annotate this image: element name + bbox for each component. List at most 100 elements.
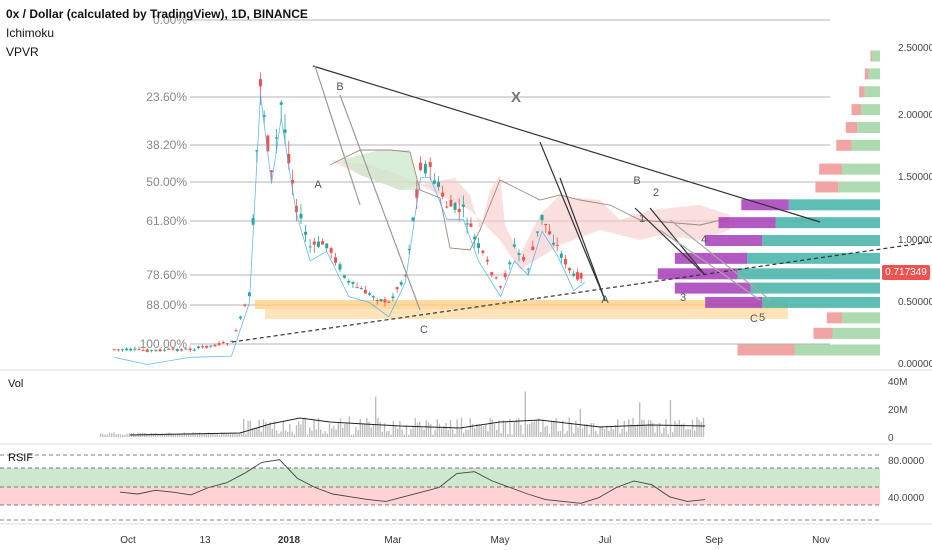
wave-label: 2 [653,187,659,199]
wave-label: B [336,81,343,93]
volume-bar [181,434,183,437]
volume-bar [170,433,172,437]
vp-bar-up [857,121,880,133]
volume-bar [227,433,229,437]
volume-bar [260,431,262,437]
volume-bar [507,434,509,437]
candle-body [334,257,338,263]
volume-bar [346,422,348,437]
volume-bar [498,420,500,437]
candle-body [347,280,351,283]
candle-body [145,349,149,352]
vp-bar-up [842,163,880,175]
volume-bar [513,421,515,437]
volume-bar [229,432,232,437]
vp-bar-down [705,235,763,246]
volume-bar [377,417,379,437]
trend-lines [231,65,931,343]
volume-bar [434,430,436,437]
volume-bar [601,426,603,437]
candle-body [321,241,325,245]
wave-label: X [511,89,521,106]
fib-label: 0.00% [153,13,187,27]
vp-bar-down [836,139,852,151]
candle-body [473,236,477,240]
wave-a-line [314,65,361,206]
volume-bar [546,425,548,437]
volume-bar [548,433,551,437]
candle-body [217,343,221,346]
volume-bar [357,430,359,437]
volume-bar [524,391,526,437]
volume-bar [276,430,278,437]
volume-bar [458,429,460,437]
candle-body [255,150,259,152]
channel-line-a2 [559,177,606,301]
volume-bar [408,434,410,437]
candle-body [419,162,423,171]
volume-bar [493,424,496,437]
volume-bar [368,421,370,437]
candle-body [158,349,162,352]
tenkan-line [114,94,586,365]
rsi-label[interactable]: RSIF [8,452,34,464]
volume-bar [639,402,641,437]
volume-bar [225,433,227,437]
candle-body [342,275,346,278]
volume-bar [599,426,601,437]
volume-bar [172,434,174,437]
volume-bar [119,434,122,437]
candle-body [258,79,262,87]
candle-body [535,231,539,233]
volume-bar [245,433,247,437]
rsi-overbought-band [0,468,880,487]
candle-body [391,296,395,299]
candle-body [490,272,494,276]
volume-label[interactable]: Vol [8,378,24,390]
volume-bar [562,420,564,437]
volume-bar [669,399,672,437]
volume-bar [557,431,559,437]
volume-bar [152,433,155,437]
volume-bar [700,422,702,437]
candle-body [274,137,278,139]
time-tick-label: Nov [812,535,830,546]
volume-bar [320,429,322,437]
volume-bar [452,429,454,437]
volume-bar [375,396,377,437]
volume-bar [430,424,432,437]
volume-bar [188,433,190,437]
indicator-ichimoku[interactable]: Ichimoku [6,26,55,40]
volume-bar [480,424,482,437]
candle-body [503,273,507,278]
indicator-vpvr[interactable]: VPVR [6,45,39,59]
volume-bar [654,432,656,437]
volume-bar [218,434,221,437]
volume-bar [531,421,533,437]
volume-bar [157,434,159,437]
volume-bar [333,425,335,437]
volume-bar [667,434,669,437]
vp-bar-up [868,68,880,80]
volume-bar [419,421,421,437]
volume-bar [108,432,111,437]
volume-bar [566,431,568,437]
volume-bar [634,425,636,437]
volume-bar [504,421,507,437]
volume-bar [210,434,212,437]
candle-body [371,296,375,298]
volume-bar [586,424,588,437]
volume-bar [194,432,196,437]
volume-bar [416,423,419,437]
candle-body [551,242,555,245]
vp-bar-up [864,86,880,98]
volume-bar [687,429,689,437]
candle-body [230,340,233,342]
volume-bar [135,434,137,437]
volume-bar [232,433,234,437]
fib-label: 38.20% [146,138,187,152]
candle-body [555,244,559,246]
volume-bar [313,419,315,437]
